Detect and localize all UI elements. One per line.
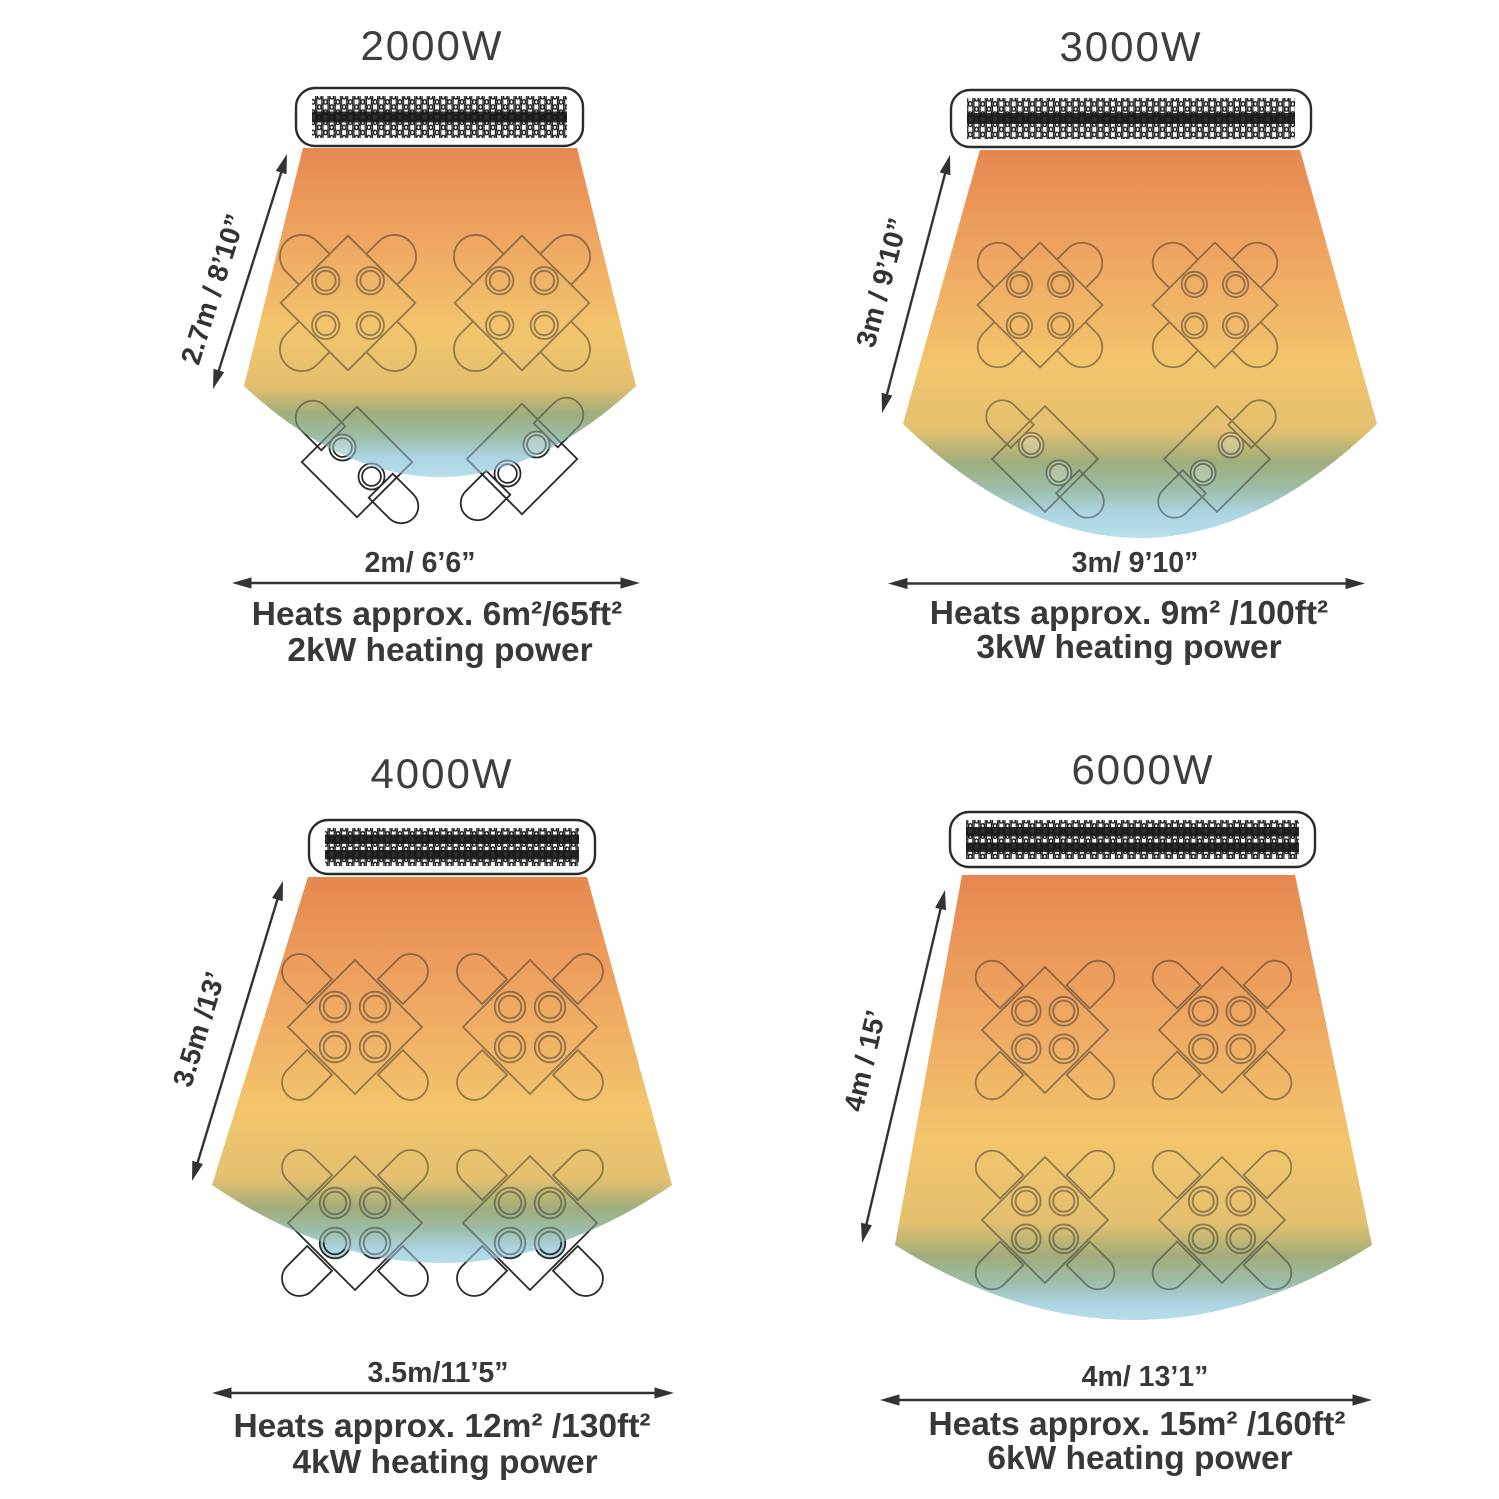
svg-text:6000W: 6000W [1071,746,1214,793]
svg-text:4m/ 13’1”: 4m/ 13’1” [1082,1361,1209,1393]
svg-text:Heats approx. 12m² /130ft²: Heats approx. 12m² /130ft² [233,1408,650,1445]
svg-text:4kW heating power: 4kW heating power [292,1444,597,1481]
svg-text:2kW heating power: 2kW heating power [287,632,592,669]
svg-text:3000W: 3000W [1059,23,1202,70]
svg-text:3m/ 9’10”: 3m/ 9’10” [1072,547,1199,579]
svg-text:2000W: 2000W [360,22,503,69]
svg-text:4000W: 4000W [370,750,513,797]
svg-text:Heats approx. 9m² /100ft²: Heats approx. 9m² /100ft² [930,595,1328,632]
svg-text:3.5m/11’5”: 3.5m/11’5” [367,1357,508,1389]
svg-text:3kW heating power: 3kW heating power [976,629,1281,666]
svg-text:Heats approx. 6m²/65ft²: Heats approx. 6m²/65ft² [252,596,622,633]
svg-text:2m/ 6’6”: 2m/ 6’6” [365,547,476,579]
svg-text:6kW heating power: 6kW heating power [987,1440,1292,1477]
svg-text:Heats approx. 15m² /160ft²: Heats approx. 15m² /160ft² [928,1406,1345,1443]
